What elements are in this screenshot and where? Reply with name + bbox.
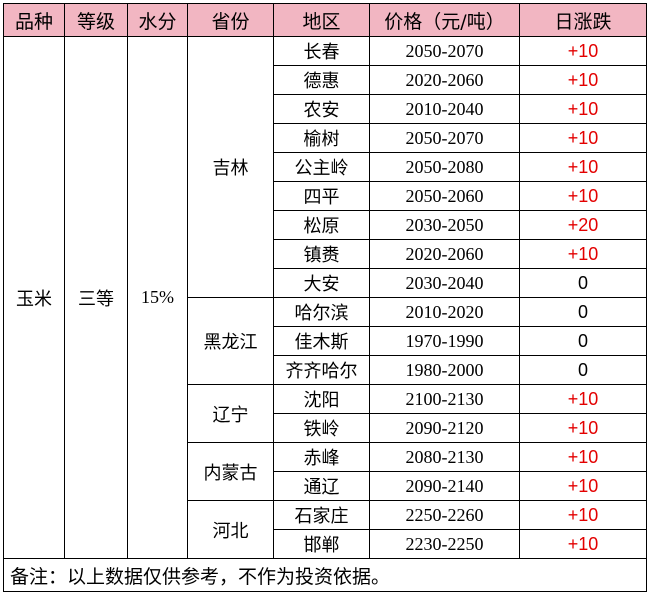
table-row: 四平 2050-2060 +10: [4, 181, 647, 211]
region-cell: 佳木斯: [273, 326, 370, 356]
table-row: 玉米 三等 15% 吉林 长春 2050-2070 +10: [3, 36, 647, 559]
price-cell: 2030-2040: [369, 268, 520, 298]
price-cell: 2020-2060: [369, 65, 520, 95]
change-cell: 0: [519, 326, 647, 356]
price-cell: 2050-2070: [369, 123, 520, 153]
header-region: 地区: [273, 3, 370, 37]
price-cell: 1980-2000: [369, 355, 520, 385]
region-cell: 通辽: [273, 471, 370, 501]
region-cell: 石家庄: [273, 500, 370, 530]
change-cell: 0: [519, 268, 647, 298]
region-cell: 铁岭: [273, 413, 370, 443]
province-cell: 黑龙江: [187, 297, 274, 385]
region-cell: 长春: [273, 36, 370, 66]
region-cell: 公主岭: [273, 152, 370, 182]
table-row: 齐齐哈尔 1980-2000 0: [4, 355, 647, 385]
change-cell: +10: [519, 413, 647, 443]
table-row: 大安 2030-2040 0: [4, 268, 647, 298]
note-row: 备注：以上数据仅供参考，不作为投资依据。: [3, 558, 647, 592]
table-row: 公主岭 2050-2080 +10: [4, 152, 647, 182]
price-cell: 2250-2260: [369, 500, 520, 530]
price-cell: 2090-2140: [369, 471, 520, 501]
table-row: 邯郸 2230-2250 +10: [4, 529, 647, 559]
price-cell: 1970-1990: [369, 326, 520, 356]
moisture-cell: 15%: [127, 36, 188, 559]
price-cell: 2030-2050: [369, 210, 520, 240]
table-row: 佳木斯 1970-1990 0: [4, 326, 647, 356]
header-change: 日涨跌: [519, 3, 647, 37]
price-cell: 2230-2250: [369, 529, 520, 559]
change-cell: +10: [519, 94, 647, 124]
region-cell: 松原: [273, 210, 370, 240]
grade-cell: 三等: [64, 36, 128, 559]
price-cell: 2100-2130: [369, 384, 520, 414]
region-cell: 大安: [273, 268, 370, 298]
table-row: 通辽 2090-2140 +10: [4, 471, 647, 501]
price-table: 品种 等级 水分 省份 地区 价格（元/吨） 日涨跌 玉米 三等 15% 吉林 长春 20…: [3, 3, 647, 592]
change-cell: +10: [519, 65, 647, 95]
table-row: 德惠 2020-2060 +10: [4, 65, 647, 95]
change-cell: +10: [519, 152, 647, 182]
change-cell: +20: [519, 210, 647, 240]
price-cell: 2010-2020: [369, 297, 520, 327]
region-cell: 四平: [273, 181, 370, 211]
product-cell: 玉米: [3, 36, 65, 559]
header-province: 省份: [187, 3, 274, 37]
change-cell: +10: [519, 529, 647, 559]
province-cell: 吉林: [187, 36, 274, 298]
change-cell: +10: [519, 181, 647, 211]
change-cell: +10: [519, 500, 647, 530]
change-cell: +10: [519, 384, 647, 414]
price-cell: 2050-2080: [369, 152, 520, 182]
province-cell: 内蒙古: [187, 442, 274, 501]
change-cell: 0: [519, 355, 647, 385]
price-cell: 2090-2120: [369, 413, 520, 443]
change-cell: +10: [519, 239, 647, 269]
table-row: 榆树 2050-2070 +10: [4, 123, 647, 153]
table-row: 镇赉 2020-2060 +10: [4, 239, 647, 269]
price-cell: 2050-2070: [369, 36, 520, 66]
region-cell: 榆树: [273, 123, 370, 153]
region-cell: 邯郸: [273, 529, 370, 559]
header-product: 品种: [3, 3, 65, 37]
header-grade: 等级: [64, 3, 128, 37]
change-cell: +10: [519, 123, 647, 153]
price-cell: 2010-2040: [369, 94, 520, 124]
table-row: 农安 2010-2040 +10: [4, 94, 647, 124]
table-row: 河北 石家庄 2250-2260 +10: [4, 500, 647, 559]
price-cell: 2020-2060: [369, 239, 520, 269]
table-row: 铁岭 2090-2120 +10: [4, 413, 647, 443]
change-cell: +10: [519, 471, 647, 501]
region-cell: 赤峰: [273, 442, 370, 472]
price-cell: 2050-2060: [369, 181, 520, 211]
header-row: 品种 等级 水分 省份 地区 价格（元/吨） 日涨跌: [3, 3, 647, 37]
table-body: 玉米 三等 15% 吉林 长春 2050-2070 +10 德惠 2020-2060 +10 农安 2…: [3, 36, 647, 559]
header-moisture: 水分: [127, 3, 188, 37]
table-row: 松原 2030-2050 +20: [4, 210, 647, 240]
province-cell: 辽宁: [187, 384, 274, 443]
region-cell: 哈尔滨: [273, 297, 370, 327]
change-cell: +10: [519, 442, 647, 472]
region-cell: 镇赉: [273, 239, 370, 269]
header-price: 价格（元/吨）: [369, 3, 520, 37]
change-cell: 0: [519, 297, 647, 327]
table-row: 辽宁 沈阳 2100-2130 +10: [4, 384, 647, 443]
table-row: 内蒙古 赤峰 2080-2130 +10: [4, 442, 647, 501]
region-cell: 德惠: [273, 65, 370, 95]
province-cell: 河北: [187, 500, 274, 559]
region-cell: 齐齐哈尔: [273, 355, 370, 385]
change-cell: +10: [519, 36, 647, 66]
region-cell: 沈阳: [273, 384, 370, 414]
note-text: 备注：以上数据仅供参考，不作为投资依据。: [3, 558, 647, 592]
region-cell: 农安: [273, 94, 370, 124]
price-cell: 2080-2130: [369, 442, 520, 472]
